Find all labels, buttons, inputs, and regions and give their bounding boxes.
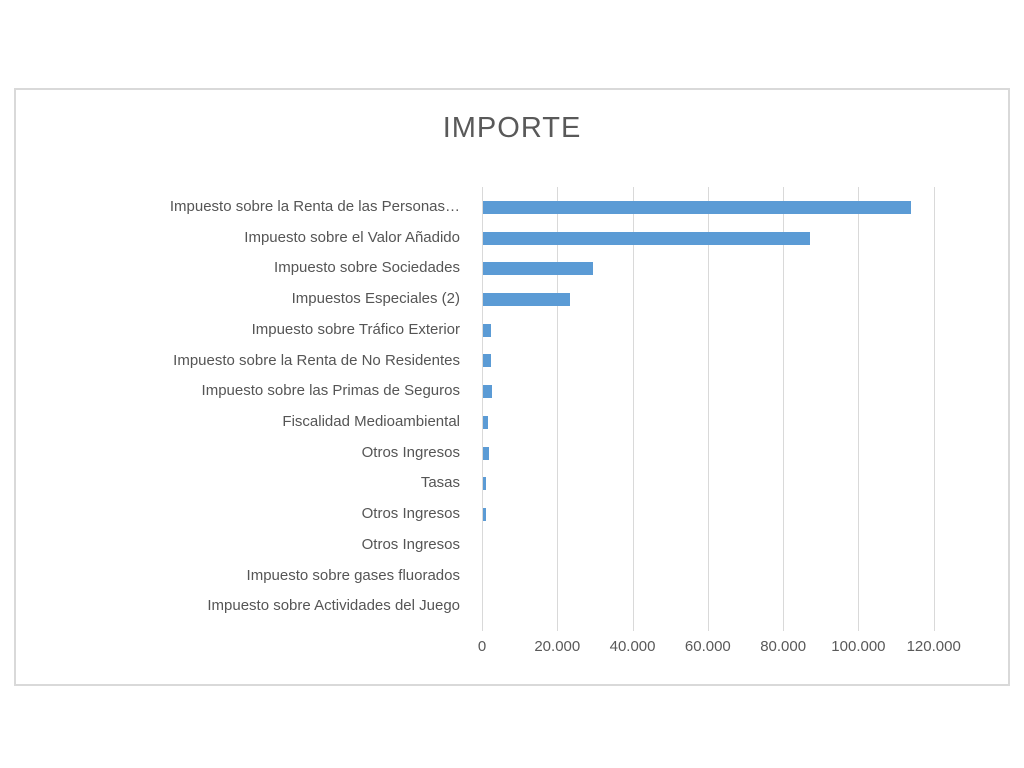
chart-frame: IMPORTE 0 20.000 40.000 60.000 80.000 100.000… <box>14 88 1010 686</box>
x-axis-label: 0 <box>477 638 487 655</box>
category-label: Impuestos Especiales (2) <box>291 290 460 308</box>
bar <box>483 231 810 245</box>
axis-tick <box>482 622 483 631</box>
category-label: Impuesto sobre la Renta de las Personas… <box>169 198 460 215</box>
x-axis-label: 40.000 <box>609 638 656 655</box>
bar <box>483 262 593 276</box>
category-label: Otros Ingresos <box>361 443 460 461</box>
gridline <box>933 187 935 622</box>
axis-tick <box>1009 622 1010 631</box>
x-axis-label: 100.000 <box>831 638 886 655</box>
axis-tick <box>933 622 935 631</box>
category-label: Otros Ingresos <box>361 535 460 553</box>
category-label: Otros Ingresos <box>361 505 460 523</box>
gridline <box>632 187 634 622</box>
gridline <box>482 187 483 622</box>
category-label: Impuesto sobre la Renta de No Residentes <box>173 351 460 369</box>
bar <box>483 292 570 306</box>
plot-area: 0 20.000 40.000 60.000 80.000 100.000 120.000 I… <box>16 90 1012 688</box>
category-label: Impuesto sobre Actividades del Juego <box>207 597 460 615</box>
axis-tick <box>557 622 559 631</box>
category-label: Tasas <box>420 474 460 492</box>
bar <box>483 200 912 214</box>
x-axis-label: 120.000 <box>906 638 961 655</box>
bar <box>483 446 489 460</box>
axis-tick <box>707 622 709 631</box>
category-label: Impuesto sobre las Primas de Seguros <box>201 382 460 400</box>
bar <box>483 323 492 337</box>
category-label: Impuesto sobre Sociedades <box>274 259 460 277</box>
bar <box>483 477 487 491</box>
category-label: Impuesto sobre gases fluorados <box>246 566 460 584</box>
x-axis-label: 80.000 <box>760 638 807 655</box>
chart-title: IMPORTE <box>442 112 582 144</box>
gridline <box>557 187 559 622</box>
axis-tick <box>632 622 634 631</box>
category-label: Impuesto sobre el Valor Añadido <box>244 228 460 246</box>
category-label: Impuesto sobre Tráfico Exterior <box>251 320 460 338</box>
bar <box>483 507 487 521</box>
x-axis-label: 20.000 <box>534 638 581 655</box>
gridline <box>707 187 709 622</box>
gridline <box>858 187 860 622</box>
axis-tick <box>858 622 860 631</box>
gridline <box>1009 187 1010 622</box>
bar <box>483 385 493 399</box>
category-label: Fiscalidad Medioambiental <box>282 412 460 430</box>
gridline <box>783 187 785 622</box>
bar <box>483 354 492 368</box>
x-axis-label: 60.000 <box>684 638 731 655</box>
axis-tick <box>783 622 785 631</box>
bar <box>483 415 489 429</box>
